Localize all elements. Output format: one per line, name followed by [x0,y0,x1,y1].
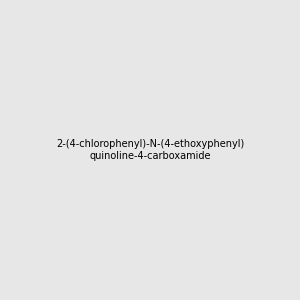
Text: 2-(4-chlorophenyl)-N-(4-ethoxyphenyl)
quinoline-4-carboxamide: 2-(4-chlorophenyl)-N-(4-ethoxyphenyl) qu… [56,139,244,161]
